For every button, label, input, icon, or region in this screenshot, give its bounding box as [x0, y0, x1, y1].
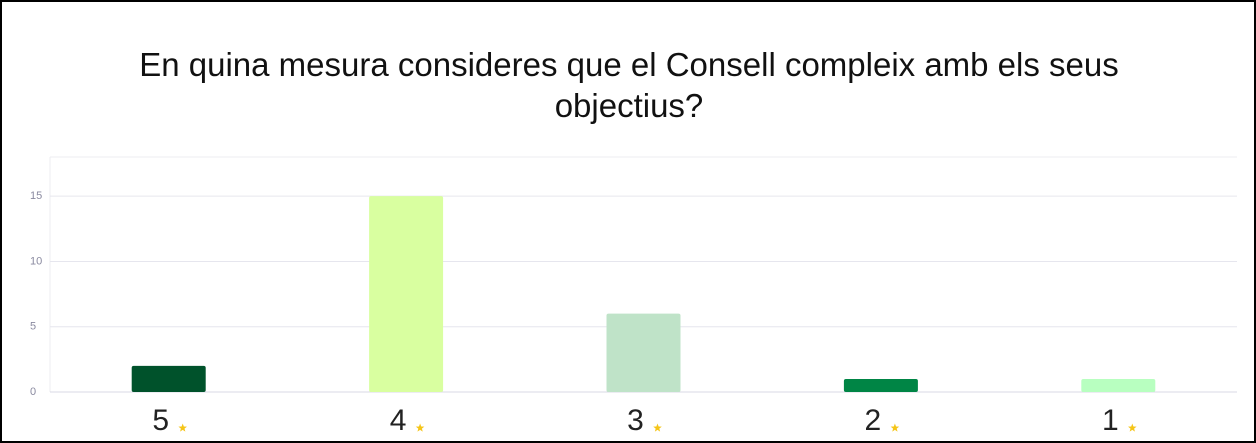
- bar: [606, 313, 681, 392]
- star-icon: [415, 423, 425, 432]
- star-icon: [653, 423, 662, 432]
- y-tick-label: 5: [30, 321, 36, 333]
- x-tick-label: 5: [152, 404, 169, 437]
- bar: [131, 365, 206, 392]
- star-icon: [890, 423, 900, 432]
- y-tick-label: 0: [30, 386, 36, 398]
- x-tick-label: 1: [1102, 404, 1119, 437]
- chart-title-wrap: En quina mesura consideres que el Consel…: [2, 44, 1254, 126]
- x-tick-label: 4: [390, 404, 407, 437]
- chart-title: En quina mesura consideres que el Consel…: [139, 46, 1119, 124]
- star-icon: [178, 423, 187, 432]
- bar: [1081, 378, 1156, 392]
- x-tick-label: 3: [627, 404, 644, 437]
- y-tick-label: 10: [30, 255, 42, 267]
- star-icon: [1128, 423, 1137, 432]
- bar: [369, 196, 444, 392]
- x-tick-label: 2: [865, 404, 882, 437]
- bar: [843, 378, 918, 392]
- y-tick-label: 15: [30, 190, 42, 202]
